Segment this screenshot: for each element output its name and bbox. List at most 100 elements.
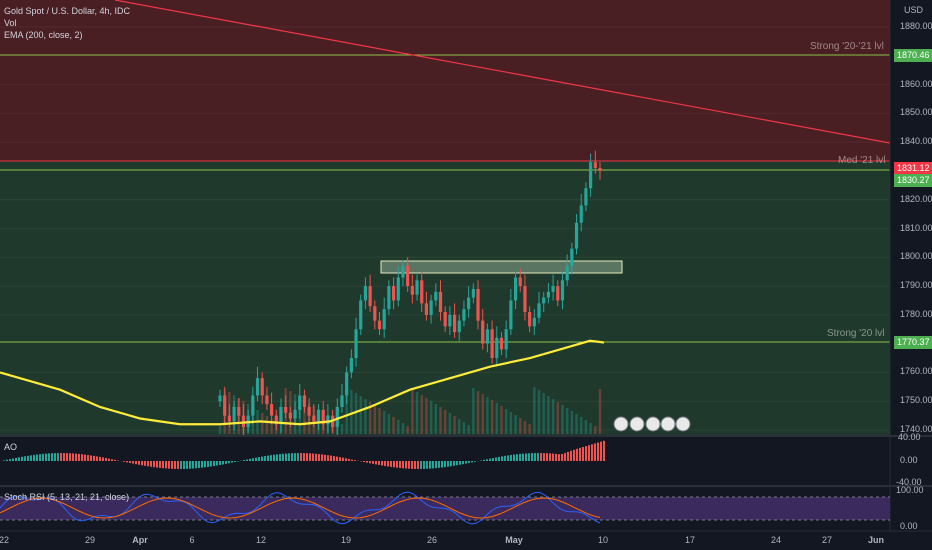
ao-bar [456,461,458,466]
volume-bar [495,403,498,434]
volume-bar [462,422,466,434]
time-label: 10 [597,535,609,545]
event-icon[interactable] [645,416,661,432]
ao-bar [405,461,407,469]
strong-2021-label: Strong '20-'21 lvl [810,41,884,52]
volume-bar [218,426,222,434]
ao-bar [48,453,50,461]
ao-bar [261,456,263,461]
volume-bar [565,408,569,434]
ao-bar [369,461,371,464]
candle [532,317,536,327]
ao-bar [198,461,200,469]
ao-bar [96,456,98,461]
time-label: 19 [340,535,352,545]
volume-bar [500,406,503,434]
volume-bar [514,415,517,434]
candle [593,162,597,169]
ao-bar [114,459,116,461]
volume-bar [509,412,513,434]
event-icon[interactable] [629,416,645,432]
ao-bar [18,457,20,461]
candle [396,277,400,301]
ao-bar [297,453,299,461]
volume-bar [481,394,484,434]
ao-bar [522,453,524,461]
descending-trend-line[interactable] [114,0,891,144]
ao-bar [216,461,218,466]
ao-bar [393,461,395,468]
symbol-title[interactable]: Gold Spot / U.S. Dollar, 4h, IDC [4,6,131,16]
volume-bar [443,410,447,434]
price-tick: 1820.00 [900,193,932,204]
event-markers[interactable] [613,416,691,432]
volume-bar [387,414,391,434]
ao-bar [186,461,188,469]
ao-bar [567,451,569,461]
green-support-zone [0,161,890,435]
ao-bar [33,454,35,461]
ao-bar [309,453,311,461]
volume-bar [382,411,386,434]
candle [504,329,508,350]
volume-bar [584,420,588,434]
ema-legend[interactable]: EMA (200, close, 2) [4,30,83,40]
candle [359,300,363,330]
ao-bar [417,461,419,469]
ao-bar [516,454,518,461]
ao-bar [546,453,548,461]
ao-bar [570,450,572,461]
ao-bar [177,461,179,469]
candle [274,415,278,425]
ao-bar [573,449,575,461]
volume-bar [415,392,419,434]
ao-bar [81,454,83,461]
candle [589,162,593,189]
candle [293,409,297,419]
red-resistance-zone [0,0,890,161]
strong-2021-price-tag: 1870.46 [894,49,932,62]
ao-bar [468,461,470,463]
ao-bar [36,454,38,461]
volume-bar [411,389,414,434]
stoch-rsi-legend[interactable]: Stoch RSI (5, 13, 21, 21, close) [4,492,130,502]
ao-bar [597,442,599,461]
time-label: 22 [0,535,10,545]
volume-bar [378,408,381,434]
volume-legend[interactable]: Vol [4,18,17,28]
current-price-tag: 1830.27 [894,174,932,187]
currency-label[interactable]: USD [904,5,924,15]
stoch-tick: 0.00 [900,521,918,531]
volume-bar [570,411,574,434]
event-icon[interactable] [613,416,629,432]
ao-bar [180,461,182,469]
candle [509,300,513,330]
ao-bar [27,455,29,461]
candle [542,297,546,304]
ao-bar [549,453,551,461]
ao-bar [426,461,428,469]
ao-bar [327,455,329,461]
candle [434,291,438,301]
event-icon[interactable] [660,416,676,432]
ao-bar [192,461,194,469]
event-icon[interactable] [675,416,691,432]
volume-bar [472,388,475,434]
ao-bar [336,456,338,461]
resistance-box[interactable] [380,260,623,274]
time-label: 24 [770,535,782,545]
ao-bar [207,461,209,467]
volume-bar [434,404,438,434]
candle [457,320,461,333]
candle [420,280,424,304]
candlesticks[interactable] [218,150,602,436]
volume-bar [589,423,592,434]
ema-200-line[interactable] [0,339,605,426]
ao-legend[interactable]: AO [4,442,18,452]
candle [288,412,292,419]
ao-bar [420,461,422,469]
volume-bar [448,413,452,434]
candle [481,320,485,344]
volume-bar [354,393,358,434]
